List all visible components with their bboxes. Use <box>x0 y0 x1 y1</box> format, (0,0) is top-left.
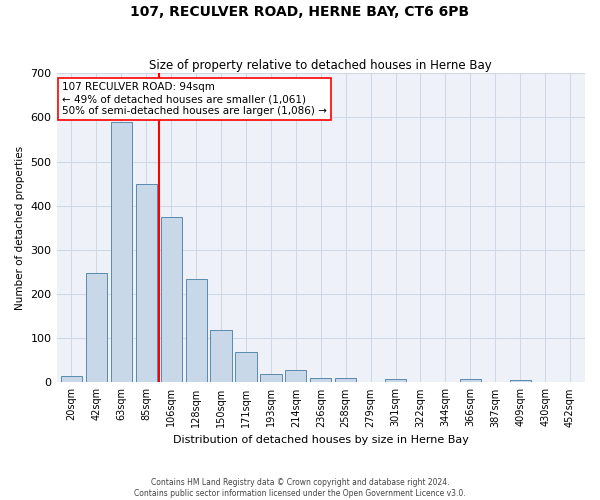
Bar <box>86 273 107 382</box>
Bar <box>460 379 481 382</box>
Bar <box>310 378 331 382</box>
Bar <box>509 380 531 382</box>
Bar <box>136 184 157 382</box>
Text: Contains HM Land Registry data © Crown copyright and database right 2024.
Contai: Contains HM Land Registry data © Crown c… <box>134 478 466 498</box>
Y-axis label: Number of detached properties: Number of detached properties <box>15 146 25 310</box>
Bar <box>61 376 82 382</box>
Bar <box>260 374 281 382</box>
Text: 107, RECULVER ROAD, HERNE BAY, CT6 6PB: 107, RECULVER ROAD, HERNE BAY, CT6 6PB <box>130 5 470 19</box>
Bar <box>235 352 257 382</box>
Text: 107 RECULVER ROAD: 94sqm
← 49% of detached houses are smaller (1,061)
50% of sem: 107 RECULVER ROAD: 94sqm ← 49% of detach… <box>62 82 327 116</box>
Bar <box>335 378 356 382</box>
Bar <box>385 380 406 382</box>
Bar <box>111 122 132 382</box>
X-axis label: Distribution of detached houses by size in Herne Bay: Distribution of detached houses by size … <box>173 435 469 445</box>
Bar <box>285 370 307 382</box>
Title: Size of property relative to detached houses in Herne Bay: Size of property relative to detached ho… <box>149 59 492 72</box>
Bar <box>161 217 182 382</box>
Bar <box>185 278 207 382</box>
Bar <box>211 330 232 382</box>
